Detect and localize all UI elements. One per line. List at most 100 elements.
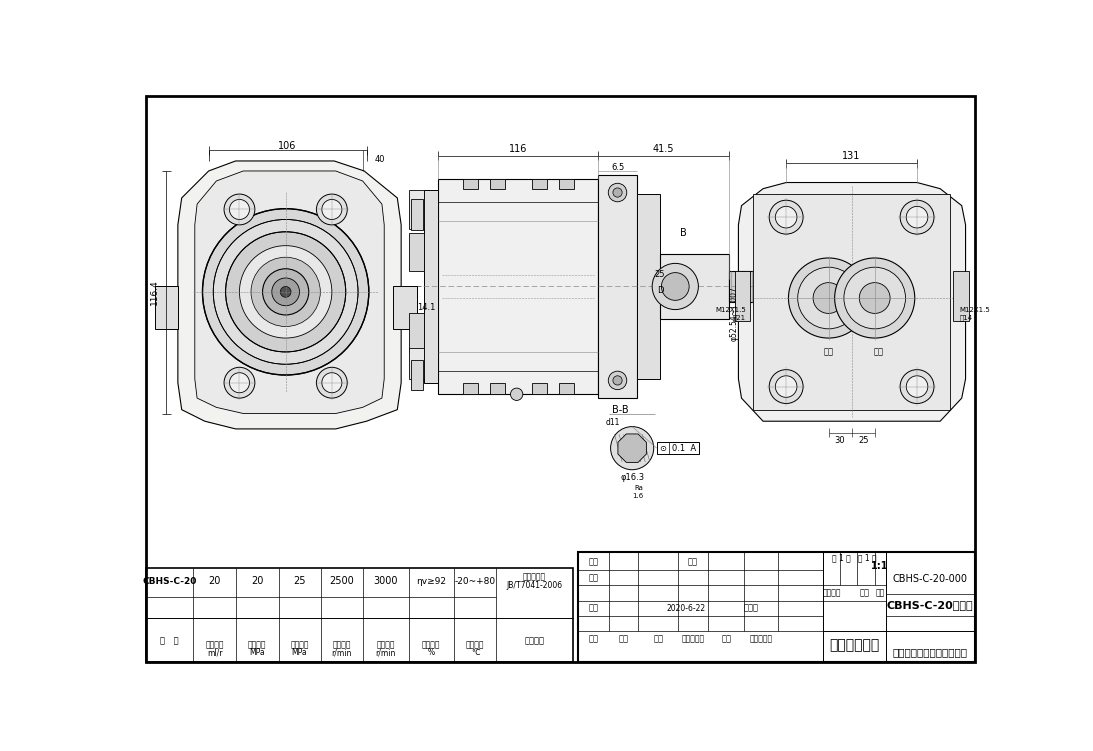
Text: φ52.54~1.007: φ52.54~1.007 [729,286,738,341]
Circle shape [317,367,348,398]
Text: 阶段标记: 阶段标记 [822,589,841,598]
Text: 41.5: 41.5 [653,144,674,155]
Text: 最高转速: 最高转速 [376,640,395,649]
Text: 20: 20 [209,576,221,587]
Circle shape [510,388,522,400]
Text: D: D [657,286,663,295]
Circle shape [239,246,332,338]
Bar [753,194,950,409]
Text: 出油: 出油 [873,348,883,357]
Text: 审核: 审核 [589,573,599,582]
Text: d11: d11 [606,418,620,427]
Circle shape [613,188,622,198]
Bar [578,552,975,662]
Circle shape [775,207,797,228]
Circle shape [225,232,345,352]
Text: 0.1  A: 0.1 A [672,444,696,453]
Bar [729,271,764,302]
Text: CBHS-C-20-000: CBHS-C-20-000 [893,574,967,584]
Text: 标准化: 标准化 [744,604,759,613]
Circle shape [859,282,890,313]
Circle shape [798,267,859,329]
Bar [490,384,505,394]
Text: 设计: 设计 [589,604,599,613]
Text: 年、月、日: 年、月、日 [750,635,773,644]
Text: ml/r: ml/r [207,649,223,657]
Text: r/min: r/min [331,649,352,657]
Text: CBHS-C-20: CBHS-C-20 [142,577,197,586]
Circle shape [661,273,690,300]
Text: 1:1: 1:1 [871,561,889,571]
Text: 3000: 3000 [374,576,398,587]
Text: 容积效率: 容积效率 [422,640,440,649]
Bar [734,271,750,321]
Circle shape [769,201,803,234]
Text: MPa: MPa [292,649,307,657]
Bar [490,179,505,189]
Text: 共 1 张   第 1 张: 共 1 张 第 1 张 [833,553,877,562]
Bar [559,384,575,394]
Bar [438,179,598,394]
Text: M12X1.5: M12X1.5 [960,306,990,312]
Circle shape [609,371,626,390]
Text: Ra: Ra [634,485,643,491]
Text: 工艺: 工艺 [589,558,599,567]
Circle shape [321,200,342,219]
Text: 分区: 分区 [654,635,663,644]
Circle shape [224,367,255,398]
Text: 执行标准: 执行标准 [525,636,544,645]
Text: 25: 25 [858,436,869,445]
Text: 深21: 深21 [733,314,747,321]
Bar [660,254,729,319]
Circle shape [230,372,249,393]
Text: 最高压力: 最高压力 [291,640,308,649]
Bar [409,233,424,271]
Text: 25: 25 [655,270,666,279]
Text: ⊙: ⊙ [659,444,667,453]
Text: B-B: B-B [612,405,628,415]
Circle shape [901,369,935,403]
Bar [953,271,968,321]
Bar [411,200,423,231]
Bar [637,194,660,379]
Text: 2020-6-22: 2020-6-22 [667,604,706,613]
Circle shape [317,194,348,225]
Text: 2500: 2500 [329,576,354,587]
Bar [657,442,700,454]
Circle shape [788,258,869,338]
Polygon shape [739,182,965,421]
Circle shape [321,372,342,393]
Text: 6.5: 6.5 [611,163,624,172]
Polygon shape [393,286,416,329]
Text: 外连接尺寸图: 外连接尺寸图 [830,638,880,653]
Bar [559,179,575,189]
Text: 型   号: 型 号 [160,636,178,645]
Text: JB/T7041-2006: JB/T7041-2006 [506,581,563,590]
Text: 液压齿轮泵: 液压齿轮泵 [522,572,545,581]
Text: M12X1.5: M12X1.5 [715,306,747,312]
Circle shape [775,376,797,397]
Text: 更改文件号: 更改文件号 [681,635,705,644]
Text: 14.1: 14.1 [418,303,436,312]
Text: r/min: r/min [376,649,396,657]
Circle shape [280,286,291,297]
Circle shape [653,264,698,309]
Circle shape [262,269,308,315]
Text: %: % [427,649,435,657]
Text: 25: 25 [293,576,306,587]
Circle shape [901,201,935,234]
Text: B: B [680,228,686,237]
Text: 30: 30 [835,436,845,445]
Text: 深14: 深14 [960,314,973,321]
Bar [532,179,548,189]
Circle shape [202,209,368,375]
Circle shape [272,278,299,306]
Text: 进油: 进油 [823,348,834,357]
Circle shape [906,376,928,397]
Text: 116: 116 [509,144,528,155]
Circle shape [813,282,844,313]
Bar [409,348,424,379]
Text: 116.4: 116.4 [150,279,160,305]
Circle shape [251,257,320,327]
Text: CBHS-C-20齿轮泵: CBHS-C-20齿轮泵 [886,600,974,611]
